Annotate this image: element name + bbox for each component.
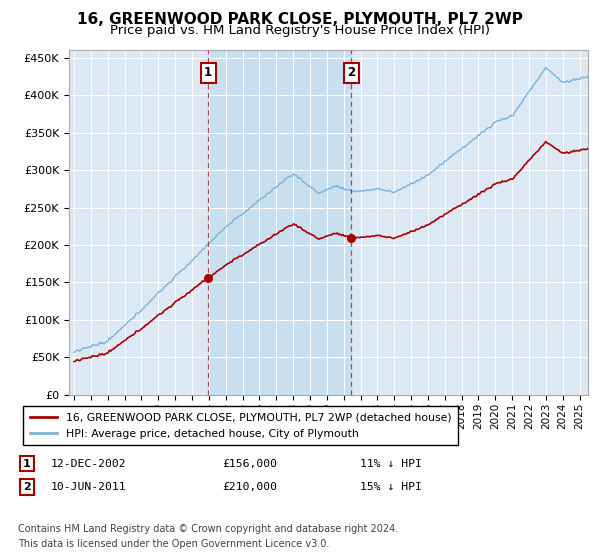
Text: 1: 1 [23,459,31,469]
Bar [208,50,352,395]
Text: 1: 1 [204,66,212,80]
Text: Contains HM Land Registry data © Crown copyright and database right 2024.: Contains HM Land Registry data © Crown c… [18,524,398,534]
Text: £210,000: £210,000 [222,482,277,492]
Text: 16, GREENWOOD PARK CLOSE, PLYMOUTH, PL7 2WP: 16, GREENWOOD PARK CLOSE, PLYMOUTH, PL7 … [77,12,523,27]
Text: 12-DEC-2002: 12-DEC-2002 [51,459,127,469]
Legend: 16, GREENWOOD PARK CLOSE, PLYMOUTH, PL7 2WP (detached house), HPI: Average price: 16, GREENWOOD PARK CLOSE, PLYMOUTH, PL7 … [23,406,458,445]
Text: 2: 2 [23,482,31,492]
Text: 10-JUN-2011: 10-JUN-2011 [51,482,127,492]
Text: This data is licensed under the Open Government Licence v3.0.: This data is licensed under the Open Gov… [18,539,329,549]
Text: 2: 2 [347,66,355,80]
Text: £156,000: £156,000 [222,459,277,469]
Text: 11% ↓ HPI: 11% ↓ HPI [360,459,422,469]
Text: 15% ↓ HPI: 15% ↓ HPI [360,482,422,492]
Text: Price paid vs. HM Land Registry's House Price Index (HPI): Price paid vs. HM Land Registry's House … [110,24,490,36]
